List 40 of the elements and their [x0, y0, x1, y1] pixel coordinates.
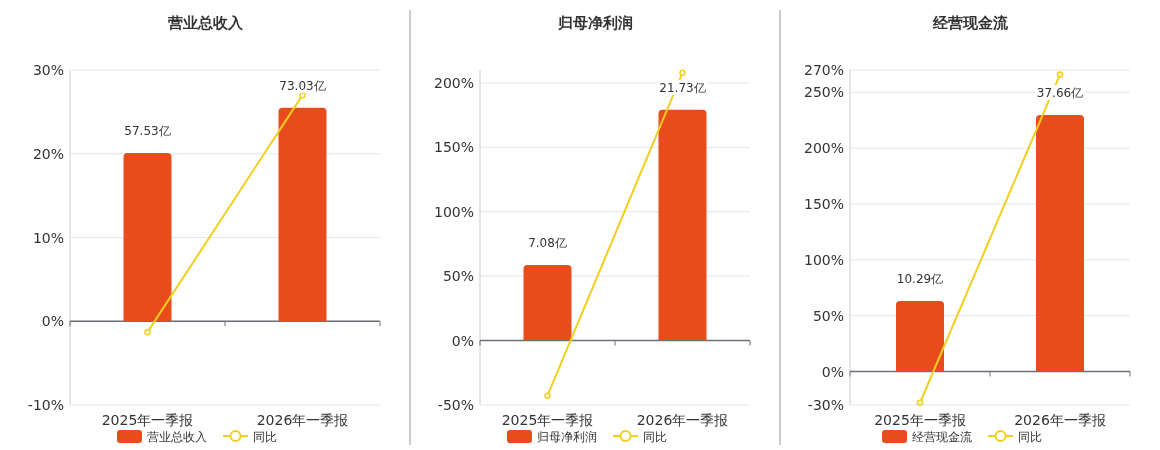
y-tick-label: 0% — [41, 313, 64, 330]
y-tick-label: 50% — [812, 307, 844, 324]
y-tick-label: 30% — [32, 62, 64, 78]
data-label: 21.73亿 — [659, 80, 706, 95]
data-label: 73.03亿 — [279, 78, 326, 93]
legend-label: 同比 — [643, 430, 667, 444]
y-tick-label: 20% — [32, 145, 64, 162]
data-label: 57.53亿 — [124, 123, 171, 138]
y-tick-label: 50% — [442, 268, 474, 285]
legend-label: 归母净利润 — [537, 430, 597, 444]
y-tick-label: -50% — [437, 397, 474, 413]
x-tick-label: 2026年一季报 — [256, 412, 349, 428]
x-tick-label: 2026年一季报 — [636, 412, 729, 428]
y-tick-label: 200% — [803, 140, 844, 157]
x-tick-label: 2025年一季报 — [874, 412, 966, 428]
y-tick-label: 100% — [433, 203, 474, 220]
y-tick-label: 150% — [803, 196, 844, 212]
y-tick-label: 150% — [433, 139, 474, 156]
legend-label: 同比 — [253, 430, 277, 444]
x-tick-label: 2026年一季报 — [1014, 412, 1106, 428]
y-tick-label: 200% — [433, 74, 474, 91]
chart-title: 营业总收入 — [166, 14, 244, 32]
legend-label: 营业总收入 — [147, 430, 207, 444]
data-label: 7.08亿 — [528, 235, 567, 250]
y-tick-label: 10% — [32, 229, 64, 246]
data-label: 37.66亿 — [1036, 85, 1084, 100]
x-tick-label: 2025年一季报 — [101, 412, 194, 428]
y-tick-label: 100% — [803, 251, 844, 268]
y-tick-label: 250% — [803, 84, 844, 101]
legend-label: 同比 — [1018, 430, 1042, 444]
y-tick-label: -10% — [27, 397, 64, 413]
y-tick-label: 0% — [451, 332, 474, 349]
chart-title: 归母净利润 — [556, 14, 633, 32]
legend-label: 经营现金流 — [912, 430, 972, 444]
y-tick-label: 270% — [803, 62, 844, 78]
x-tick-label: 2025年一季报 — [501, 412, 594, 428]
y-tick-label: 0% — [821, 363, 844, 380]
data-label: 10.29亿 — [896, 272, 944, 287]
chart-title: 经营现金流 — [931, 14, 1009, 32]
y-tick-label: -30% — [807, 397, 844, 413]
